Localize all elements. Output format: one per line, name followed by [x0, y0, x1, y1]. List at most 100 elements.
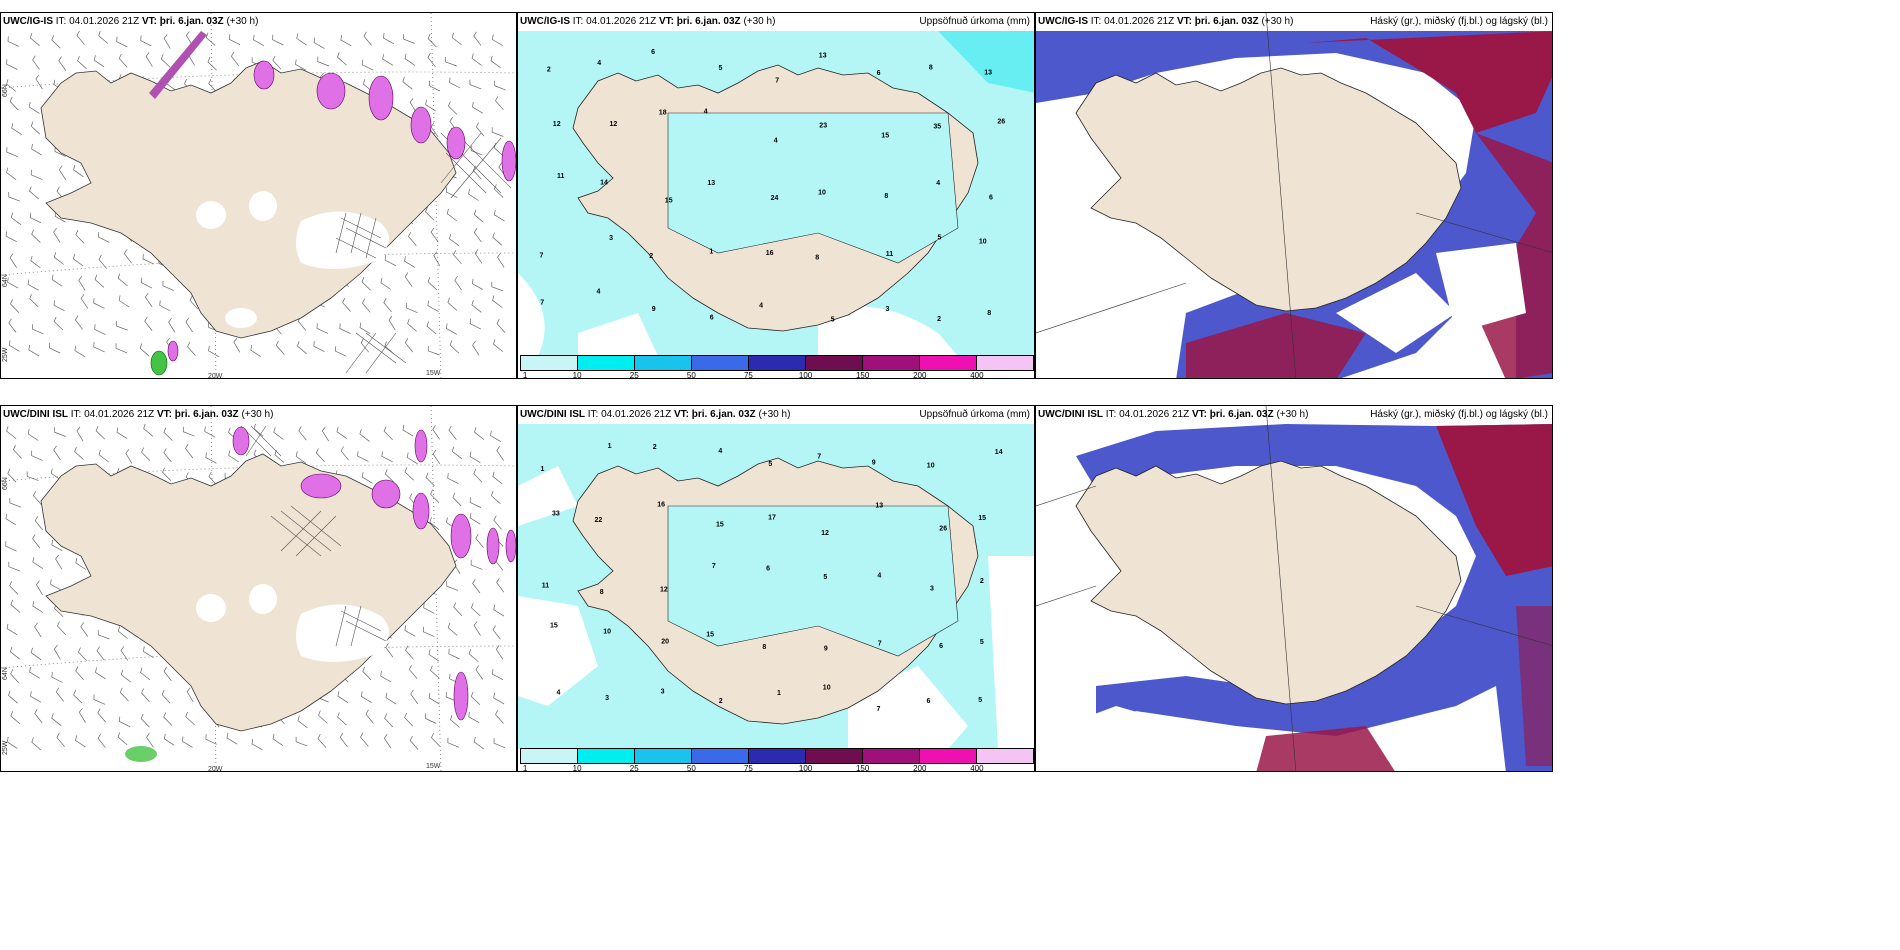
wind-barb	[410, 689, 419, 705]
wind-barb	[384, 469, 395, 483]
colorbar-segment	[977, 749, 1033, 763]
cloud-map-bottom	[1036, 406, 1552, 771]
svg-text:66N: 66N	[2, 477, 9, 490]
wind-barb	[5, 513, 17, 526]
wind-barb	[93, 55, 105, 68]
wind-barb	[163, 34, 171, 49]
wind-barb	[10, 711, 21, 725]
cloud-map-top	[1036, 13, 1552, 378]
wind-barb	[160, 54, 171, 68]
precip-value: 7	[540, 253, 544, 260]
precip-value: 12	[610, 121, 618, 128]
precip-value: 11	[886, 251, 894, 258]
precip-value: 15	[881, 133, 889, 140]
colorbar-segment	[749, 356, 806, 370]
wind-barb	[295, 451, 307, 464]
precip-value: 14	[995, 449, 1003, 456]
wind-barb	[404, 712, 414, 727]
wind-barb	[31, 143, 42, 156]
wind-barb	[93, 341, 105, 353]
wind-barb	[93, 694, 106, 705]
panel-wind-top: 66N 64N 25W 20W 15W UWC/IG-IS IT: 04.01.…	[0, 12, 517, 379]
wind-barb	[123, 249, 132, 264]
wind-barb	[32, 601, 44, 613]
panel-clouds-bottom: UWC/DINI ISL IT: 04.01.2026 21Z VT: þri.…	[1035, 405, 1553, 772]
wind-barb	[28, 102, 40, 114]
wind-barb	[402, 76, 413, 90]
precip-value: 35	[933, 124, 941, 131]
wind-barb	[98, 232, 110, 243]
wind-barb	[363, 31, 372, 46]
precip-value: 20	[661, 639, 669, 646]
wind-barb	[431, 732, 441, 747]
wind-barb	[7, 277, 19, 289]
wind-barb	[118, 53, 128, 68]
precip-value: 4	[704, 109, 708, 116]
wind-barb	[53, 316, 64, 331]
wind-barb	[497, 252, 505, 268]
wind-barb	[427, 276, 438, 291]
wind-barb	[383, 733, 392, 749]
wind-barb	[383, 426, 393, 440]
wind-barb	[30, 255, 41, 269]
wind-barb	[32, 491, 42, 505]
wind-barb	[339, 323, 351, 335]
colorbar-segment	[578, 356, 635, 370]
wind-barb	[404, 256, 416, 268]
wind-barb	[450, 714, 460, 728]
wind-barb	[162, 467, 172, 482]
wind-barb	[492, 669, 504, 681]
wind-barb	[53, 300, 65, 312]
wind-barb	[428, 649, 440, 662]
wind-barb	[6, 623, 18, 636]
wind-barb	[426, 321, 437, 335]
wind-barb	[340, 446, 349, 461]
wind-barb	[427, 52, 436, 68]
wind-barb	[250, 345, 261, 357]
wind-barb	[98, 254, 108, 269]
precip-value: 2	[719, 698, 723, 705]
wind-barb	[452, 492, 462, 507]
wind-barb	[361, 59, 374, 71]
panel-header: UWC/DINI ISL IT: 04.01.2026 21Z VT: þri.…	[520, 409, 791, 420]
colorbar-segment	[806, 749, 863, 763]
wind-barb	[32, 55, 40, 70]
wind-barb	[30, 647, 42, 660]
wind-barb	[32, 534, 41, 549]
colorbar-segment	[578, 749, 635, 763]
wind-barb	[6, 167, 17, 180]
wind-barb	[32, 557, 43, 569]
wind-barb	[342, 298, 351, 312]
wind-barb	[494, 80, 506, 91]
wind-barb	[427, 300, 439, 312]
precip-value: 10	[927, 463, 935, 470]
wind-barb	[208, 471, 218, 486]
wind-barb	[10, 669, 19, 684]
axis-labels: 66N 64N 25W 20W 15W	[2, 84, 441, 378]
wind-barb	[429, 517, 440, 531]
wind-barb	[32, 324, 44, 335]
svg-text:64N: 64N	[2, 667, 9, 680]
wind-barb	[340, 34, 352, 47]
wind-barb	[404, 53, 416, 66]
wind-barb	[493, 738, 506, 749]
wind-barb	[475, 665, 484, 680]
precip-value: 7	[817, 453, 821, 460]
wind-barb	[9, 497, 22, 508]
wind-barb	[448, 425, 457, 440]
wind-barb	[472, 278, 483, 290]
wind-barb	[189, 295, 199, 310]
precip-value: 9	[652, 306, 656, 313]
colorbar-tick-label: 10	[572, 764, 582, 772]
wind-barb	[29, 212, 42, 224]
wind-barb	[56, 733, 65, 747]
wind-barb	[448, 648, 460, 660]
wind-barb	[6, 147, 19, 158]
wind-barb	[495, 645, 504, 660]
precip-value: 10	[818, 190, 826, 197]
wind-barb	[496, 578, 505, 593]
wind-barb	[30, 121, 41, 135]
precip-value: 2	[980, 578, 984, 585]
wind-barb	[296, 33, 307, 46]
wind-barb	[35, 74, 43, 90]
